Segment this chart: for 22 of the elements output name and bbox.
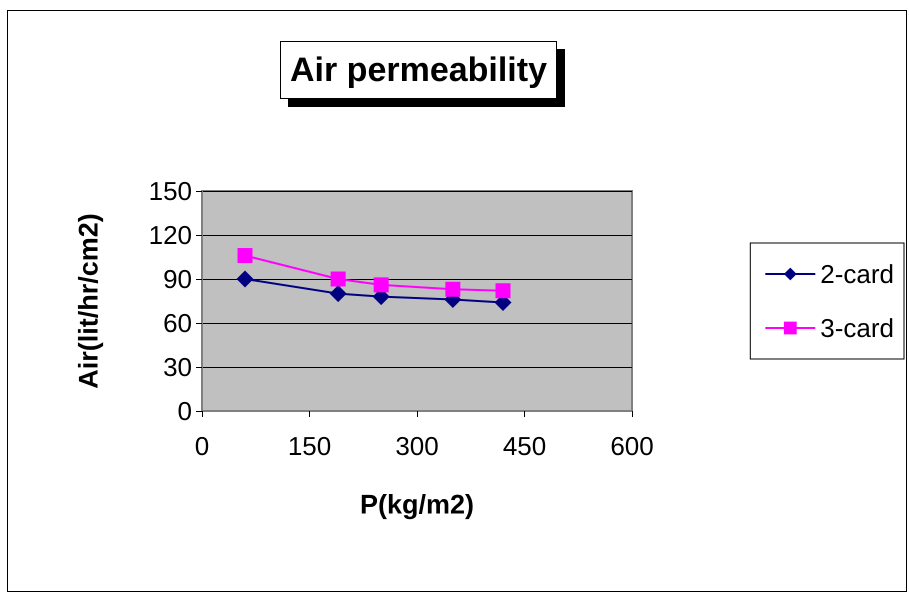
point [330, 285, 347, 302]
point [238, 248, 252, 264]
y-tick-label: 90 [163, 264, 192, 294]
point [445, 282, 460, 297]
point [496, 283, 510, 298]
legend-label: 2-card [820, 259, 894, 289]
y-tick-label: 60 [163, 308, 192, 338]
y-tick-label: 0 [178, 396, 192, 426]
y-tick-label: 120 [148, 220, 192, 250]
y-axis-title: Air(lit/hr/cm2) [74, 213, 104, 389]
point [236, 270, 254, 288]
y-tick-label: 150 [148, 176, 192, 206]
legend-label: 3-card [820, 313, 894, 343]
x-tick-label: 600 [610, 431, 654, 461]
x-tick-label: 450 [502, 431, 546, 461]
point [374, 277, 389, 292]
point [330, 272, 346, 286]
x-axis-title: P(kg/m2) [360, 490, 474, 520]
x-tick-label: 150 [288, 431, 332, 461]
chart-title: Air permeability [290, 51, 548, 89]
y-tick-label: 30 [163, 352, 192, 382]
x-tick-label: 300 [395, 431, 439, 461]
